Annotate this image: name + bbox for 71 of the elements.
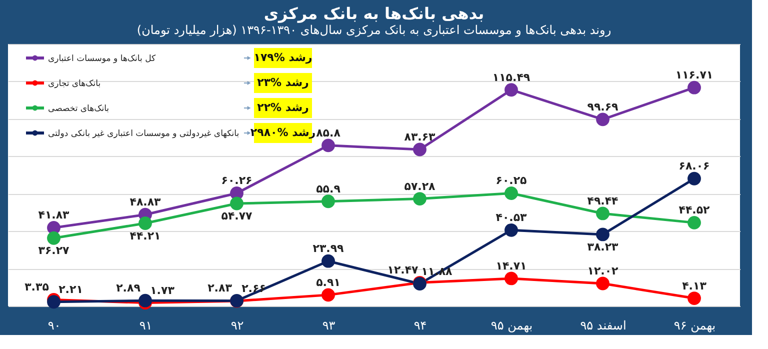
point xyxy=(688,80,701,94)
point xyxy=(322,254,335,268)
x-tick-label: ۹۱ xyxy=(139,318,152,332)
point xyxy=(413,192,426,206)
point xyxy=(47,231,60,245)
data-label: ۸۵.۸ xyxy=(316,126,341,140)
annotation: ۱۷۹% رشد xyxy=(254,51,312,64)
data-label: ۴۴.۵۲ xyxy=(678,204,710,217)
data-label: ۶۸.۰۶ xyxy=(678,160,710,173)
point xyxy=(230,196,244,210)
data-label: ۳۸.۲۳ xyxy=(587,240,619,254)
point xyxy=(504,223,518,237)
data-label: ۴۱.۸۳ xyxy=(38,208,70,222)
x-tick-label: ۹۲ xyxy=(230,318,244,332)
legend-label: بانکهای غیردولتی و موسسات اعتباری غیر بانکی دولتی xyxy=(48,129,240,139)
data-label: ۵۷.۲۸ xyxy=(404,180,436,193)
point xyxy=(322,288,335,302)
point xyxy=(596,276,610,290)
data-label: ۱۲.۰۲ xyxy=(587,264,619,278)
data-label: ۲.۲۱ xyxy=(58,282,83,296)
point xyxy=(688,292,701,305)
point xyxy=(138,216,152,230)
point xyxy=(504,186,518,200)
point xyxy=(596,206,610,220)
legend-label: بانک‌های تجاری xyxy=(48,79,101,89)
point xyxy=(138,294,152,308)
data-label: ۴۴.۲۱ xyxy=(130,229,161,242)
point xyxy=(413,142,426,156)
x-tick-label: ۹۴ xyxy=(414,318,427,332)
data-label: ۶۰.۲۶ xyxy=(221,174,252,188)
data-label: ۲۳.۹۹ xyxy=(312,242,344,256)
data-label: ۸۳.۶۳ xyxy=(404,130,436,144)
data-label: ۹۹.۶۹ xyxy=(587,100,619,114)
point xyxy=(504,272,518,286)
point xyxy=(596,112,610,126)
data-label: ۱۴.۷۱ xyxy=(496,259,527,272)
point xyxy=(596,228,610,242)
x-tick-label: بهمن ۹۵ xyxy=(490,318,533,332)
data-label: ۲.۸۹ xyxy=(116,282,141,295)
x-tick-label: ۹۰ xyxy=(48,318,61,332)
data-label: ۴۸.۸۳ xyxy=(130,196,162,209)
point xyxy=(322,194,335,208)
x-tick-label: ۹۳ xyxy=(322,318,336,332)
annotation: ۲۲% رشد xyxy=(257,101,309,114)
x-tick-label: بهمن ۹۶ xyxy=(674,318,716,332)
data-label: ۲.۶۶ xyxy=(242,282,266,296)
data-label: ۱۱۶.۷۱ xyxy=(675,68,714,82)
data-label: ۴۹.۴۴ xyxy=(587,194,619,208)
data-label: ۵۵.۹ xyxy=(316,182,341,196)
data-label: ۳.۳۵ xyxy=(24,280,50,294)
point xyxy=(47,295,60,309)
data-label: ۴.۱۳ xyxy=(682,279,707,292)
data-label: ۱.۷۳ xyxy=(150,284,175,297)
data-label: ۱۱۵.۴۹ xyxy=(492,70,530,84)
chart-title: بدهی بانک‌ها به بانک مرکزی xyxy=(264,4,484,23)
point xyxy=(322,138,335,152)
point xyxy=(688,216,701,230)
point xyxy=(688,172,701,186)
data-label: ۳۶.۲۷ xyxy=(38,244,70,258)
data-label: ۱۲.۴۷ xyxy=(387,264,419,277)
data-label: ۶۰.۲۵ xyxy=(496,174,528,188)
chart-subtitle: روند بدهی بانک‌ها و موسسات اعتباری به بانک مرکزی سال‌های ۱۳۹۰-۱۳۹۶ (هزار میلیارد تومان) xyxy=(136,23,612,37)
x-tick-label: اسفند ۹۵ xyxy=(580,318,626,332)
legend-label: بانک‌های تخصصی xyxy=(48,104,110,114)
annotation: ۲۳% رشد xyxy=(257,76,309,89)
legend-label: کل بانک‌ها و موسسات اعتباری xyxy=(48,54,156,64)
point xyxy=(504,83,518,97)
data-label: ۴۰.۵۳ xyxy=(496,211,528,224)
data-label: ۵.۹۱ xyxy=(316,276,340,289)
data-label: ۲.۸۳ xyxy=(208,282,232,295)
data-label: ۵۴.۷۷ xyxy=(221,210,253,222)
